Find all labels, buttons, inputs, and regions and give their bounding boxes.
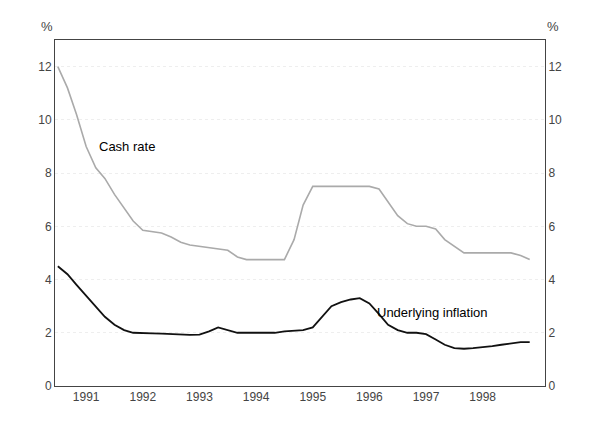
svg-text:1993: 1993 [186,390,213,404]
svg-text:12: 12 [548,60,562,74]
svg-text:8: 8 [45,166,52,180]
svg-text:%: % [547,19,559,34]
svg-text:1996: 1996 [356,390,383,404]
svg-text:1992: 1992 [129,390,156,404]
svg-text:1995: 1995 [299,390,326,404]
svg-text:1998: 1998 [469,390,496,404]
svg-text:Underlying inflation: Underlying inflation [377,305,488,320]
svg-text:8: 8 [548,166,555,180]
svg-text:6: 6 [548,220,555,234]
svg-text:2: 2 [548,326,555,340]
svg-text:Cash rate: Cash rate [99,139,155,154]
svg-text:1991: 1991 [73,390,100,404]
svg-text:10: 10 [38,113,52,127]
svg-text:0: 0 [548,379,555,393]
svg-text:6: 6 [45,220,52,234]
svg-text:2: 2 [45,326,52,340]
svg-text:12: 12 [38,60,52,74]
svg-text:10: 10 [548,113,562,127]
svg-text:0: 0 [45,379,52,393]
svg-text:%: % [41,19,53,34]
svg-text:4: 4 [45,273,52,287]
svg-text:1997: 1997 [413,390,440,404]
svg-text:1994: 1994 [243,390,270,404]
svg-text:4: 4 [548,273,555,287]
